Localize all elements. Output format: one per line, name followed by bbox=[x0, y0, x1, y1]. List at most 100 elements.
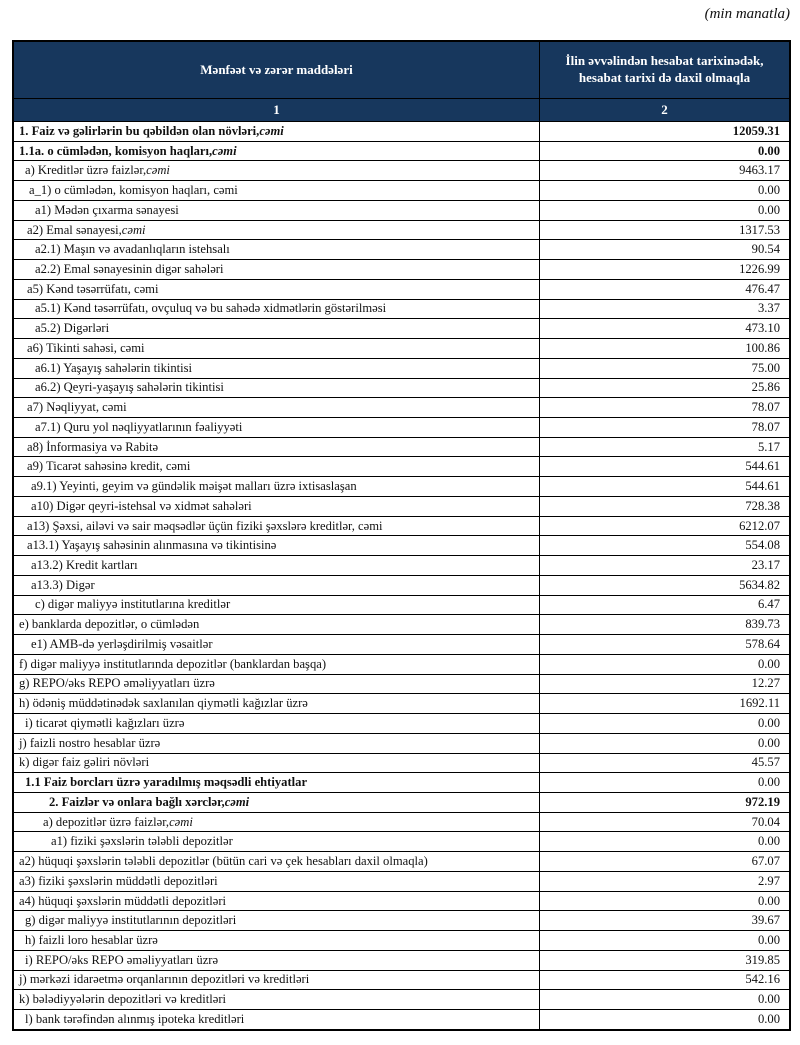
row-label: a6.1) Yaşayış sahələrin tikintisi bbox=[14, 358, 540, 378]
row-label: j) faizli nostro hesablar üzrə bbox=[14, 733, 540, 753]
row-label: a9.1) Yeyinti, geyim və gündəlik məişət … bbox=[14, 477, 540, 496]
row-label: a2.2) Emal sənayesinin digər sahələri bbox=[14, 260, 540, 279]
row-value: 2.97 bbox=[757, 873, 780, 888]
row-value: 0.00 bbox=[757, 715, 780, 730]
row-value: 6212.07 bbox=[739, 518, 780, 533]
row-label-italic-suffix: cəmi bbox=[212, 143, 237, 158]
row-label: 1.1 Faiz borcları üzrə yaradılmış məqsəd… bbox=[14, 773, 540, 792]
table-row: a1) Mədən çıxarma sənayesi 0.00 bbox=[14, 199, 789, 220]
row-value: 0.00 bbox=[757, 202, 780, 217]
table-row: i) ticarət qiymətli kağızları üzrə 0.00 bbox=[14, 713, 789, 733]
row-label: a1) fiziki şəxslərin tələbli depozitlər bbox=[14, 832, 540, 852]
row-value: 476.47 bbox=[745, 281, 780, 296]
table-row: a13.2) Kredit kartları 23.17 bbox=[14, 555, 789, 575]
row-label: a5.1) Kənd təsərrüfatı, ovçuluq və bu sa… bbox=[14, 299, 540, 319]
row-value: 544.61 bbox=[745, 479, 780, 494]
row-label: a9) Ticarət sahəsinə kredit, cəmi bbox=[14, 457, 540, 477]
row-value: 0.00 bbox=[757, 775, 780, 790]
table-row: a1) fiziki şəxslərin tələbli depozitlər 0… bbox=[14, 831, 789, 852]
row-label: l) bank tərəfindən alınmış ipoteka kredi… bbox=[14, 1010, 540, 1029]
row-value: 0.00 bbox=[757, 143, 780, 158]
row-value: 473.10 bbox=[745, 321, 780, 336]
row-label-italic-suffix: cəmi bbox=[146, 163, 170, 178]
row-value: 972.19 bbox=[745, 794, 780, 809]
table-row: h) faizli loro hesablar üzrə 0.00 bbox=[14, 930, 789, 950]
row-value: 0.00 bbox=[757, 183, 780, 198]
row-label: a13.3) Digər bbox=[14, 575, 540, 595]
table-row: 1. Faiz və gəlirlərin bu qəbildən olan n… bbox=[14, 121, 789, 141]
table-row: 1.1 Faiz borcları üzrə yaradılmış məqsəd… bbox=[14, 772, 789, 792]
row-value: 578.64 bbox=[745, 636, 780, 651]
table-row: a) depozitlər üzrə faizlər, cəmi 70.04 bbox=[14, 811, 789, 832]
row-value: 0.00 bbox=[757, 992, 780, 1007]
table-row: a7) Nəqliyyat, cəmi 78.07 bbox=[14, 397, 789, 418]
table-row: a13.3) Digər 5634.82 bbox=[14, 574, 789, 595]
table-row: a2) hüquqi şəxslərin tələbli depozitlər … bbox=[14, 851, 789, 871]
row-label: g) REPO/əks REPO əməliyyatları üzrə bbox=[14, 674, 540, 694]
table-row: a6) Tikinti sahəsi, cəmi 100.86 bbox=[14, 338, 789, 358]
table-row: j) faizli nostro hesablar üzrə 0.00 bbox=[14, 732, 789, 753]
header-index-row: 1 2 bbox=[14, 98, 789, 121]
row-value: 75.00 bbox=[751, 360, 780, 375]
row-label: 1.1a. o cümlədən, komisyon haqları, cəmi bbox=[14, 141, 540, 161]
table-row: 2. Faizlər və onlara bağlı xərclər, cəmi… bbox=[14, 791, 789, 812]
table-row: a7.1) Quru yol nəqliyyatlarının fəaliyyə… bbox=[14, 417, 789, 437]
table-row: f) digər maliyyə institutlarında depozit… bbox=[14, 653, 789, 674]
row-value: 6.47 bbox=[757, 597, 780, 612]
table-row: l) bank tərəfindən alınmış ipoteka kredi… bbox=[14, 1009, 789, 1029]
row-value: 0.00 bbox=[757, 1011, 780, 1026]
row-label: j) mərkəzi idarəetmə orqanlarının depozi… bbox=[14, 970, 540, 990]
row-value: 1226.99 bbox=[739, 262, 780, 276]
table-row: a13.1) Yaşayış sahəsinin alınmasına və t… bbox=[14, 535, 789, 556]
row-label: a2.1) Maşın və avadanlıqların istehsalı bbox=[14, 240, 540, 260]
row-label-italic-suffix: cəmi bbox=[121, 222, 146, 237]
row-value: 12059.31 bbox=[732, 123, 780, 138]
row-label: a2) hüquqi şəxslərin tələbli depozitlər … bbox=[14, 852, 540, 871]
row-label: h) faizli loro hesablar üzrə bbox=[14, 931, 540, 950]
header-period-column: İlin əvvəlindən hesabat tarixinədək, hes… bbox=[565, 53, 764, 85]
row-label: k) digər faiz gəliri növləri bbox=[14, 753, 540, 773]
row-value: 90.54 bbox=[751, 242, 780, 257]
row-value: 3.37 bbox=[757, 301, 780, 316]
row-label: i) REPO/əks REPO əməliyyatları üzrə bbox=[14, 950, 540, 970]
table-row: k) digər faiz gəliri növləri 45.57 bbox=[14, 752, 789, 773]
row-label: a7.1) Quru yol nəqliyyatlarının fəaliyyə… bbox=[14, 418, 540, 437]
row-label: i) ticarət qiymətli kağızları üzrə bbox=[14, 714, 540, 733]
row-label: a8) İnformasiya və Rabitə bbox=[14, 437, 540, 457]
table-row: a5.2) Digərləri 473.10 bbox=[14, 318, 789, 339]
table-row: j) mərkəzi idarəetmə orqanlarının depozi… bbox=[14, 969, 789, 990]
table-row: 1.1a. o cümlədən, komisyon haqları, cəmi… bbox=[14, 140, 789, 161]
row-value: 839.73 bbox=[745, 617, 780, 632]
table-row: a10) Digər qeyri-istehsal və xidmət sahə… bbox=[14, 495, 789, 516]
table-row: a3) fiziki şəxslərin müddətli depozitlər… bbox=[14, 870, 789, 891]
table-row: a4) hüquqi şəxslərin müddətli depozitlər… bbox=[14, 890, 789, 911]
row-value: 5634.82 bbox=[739, 577, 780, 592]
table-row: e) banklarda depozitlər, o cümlədən 839.7… bbox=[14, 614, 789, 635]
row-value: 9463.17 bbox=[739, 163, 780, 178]
row-value: 728.38 bbox=[745, 498, 780, 513]
row-label: a) Kreditlər üzrə faizlər, cəmi bbox=[14, 161, 540, 181]
table-row: e1) AMB-də yerləşdirilmiş vəsaitlər 578.6… bbox=[14, 634, 789, 654]
row-value: 554.08 bbox=[745, 538, 780, 553]
row-label: k) bələdiyyələrin depozitləri və kreditl… bbox=[14, 990, 540, 1010]
table-row: a5) Kənd təsərrüfatı, cəmi 476.47 bbox=[14, 278, 789, 299]
row-label-italic-suffix: cəmi bbox=[224, 794, 250, 809]
row-label: a13.2) Kredit kartları bbox=[14, 556, 540, 575]
row-label: 2. Faizlər və onlara bağlı xərclər, cəmi bbox=[14, 792, 540, 812]
row-label: a5) Kənd təsərrüfatı, cəmi bbox=[14, 279, 540, 299]
row-label: a5.2) Digərləri bbox=[14, 319, 540, 339]
table-row: g) REPO/əks REPO əməliyyatları üzrə 12.27 bbox=[14, 673, 789, 694]
table-row: a2.1) Maşın və avadanlıqların istehsalı 9… bbox=[14, 239, 789, 260]
row-value: 25.86 bbox=[751, 380, 780, 395]
row-value: 0.00 bbox=[757, 735, 780, 750]
row-label: a4) hüquqi şəxslərin müddətli depozitlər… bbox=[14, 891, 540, 911]
table-row: g) digər maliyyə institutlarının depozit… bbox=[14, 910, 789, 931]
row-value: 78.07 bbox=[751, 419, 780, 434]
table-row: a2.2) Emal sənayesinin digər sahələri 122… bbox=[14, 259, 789, 279]
row-label-italic-suffix: cəmi bbox=[259, 123, 284, 138]
row-label: a6) Tikinti sahəsi, cəmi bbox=[14, 339, 540, 358]
table-row: h) ödəniş müddətinədək saxlanılan qiymət… bbox=[14, 693, 789, 714]
units-note: (min manatla) bbox=[704, 6, 790, 22]
row-label: a) depozitlər üzrə faizlər, cəmi bbox=[14, 812, 540, 832]
